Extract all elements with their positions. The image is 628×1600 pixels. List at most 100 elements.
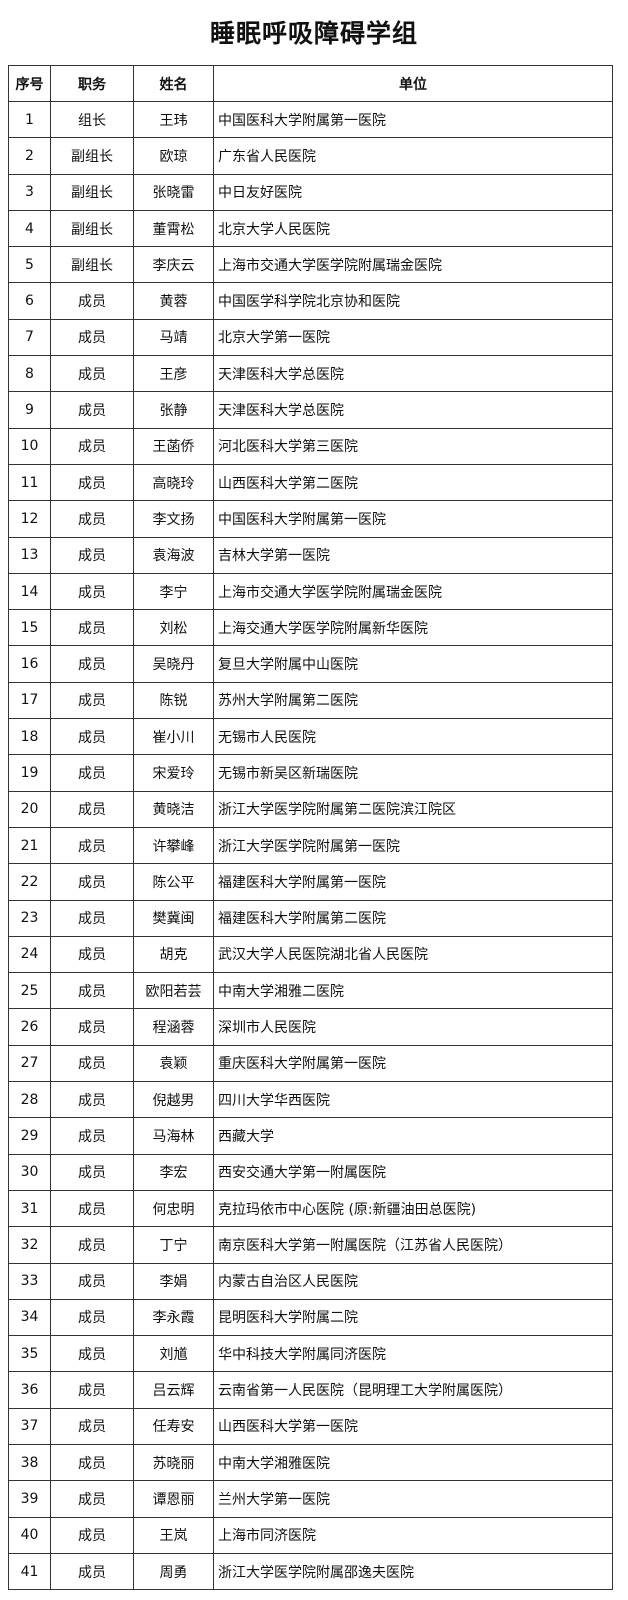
role-cell: 成员 xyxy=(50,1081,134,1119)
org-cell: 上海交通大学医学院附属新华医院 xyxy=(213,609,613,647)
name-cell: 欧阳若芸 xyxy=(133,972,214,1010)
name-cell: 吕云辉 xyxy=(133,1371,214,1409)
name-cell: 倪越男 xyxy=(133,1081,214,1119)
org-cell: 天津医科大学总医院 xyxy=(213,355,613,393)
index-cell: 8 xyxy=(8,355,51,393)
role-cell: 副组长 xyxy=(50,137,134,175)
name-cell: 陈公平 xyxy=(133,863,214,901)
name-cell: 张晓雷 xyxy=(133,173,214,211)
role-cell: 成员 xyxy=(50,645,134,683)
org-cell: 华中科技大学附属同济医院 xyxy=(213,1335,613,1373)
index-cell: 26 xyxy=(8,1008,51,1046)
table-row: 26 成员 程涵蓉 深圳市人民医院 xyxy=(8,1008,613,1046)
role-cell: 成员 xyxy=(50,1153,134,1191)
org-cell: 深圳市人民医院 xyxy=(213,1008,613,1046)
table-row: 7 成员 马靖 北京大学第一医院 xyxy=(8,318,613,357)
table-row: 17 成员 陈锐 苏州大学附属第二医院 xyxy=(8,681,613,720)
org-cell: 北京大学第一医院 xyxy=(213,318,613,357)
role-cell: 成员 xyxy=(50,1335,134,1373)
name-cell: 丁宁 xyxy=(133,1226,214,1264)
index-cell: 37 xyxy=(8,1407,51,1445)
table-row: 20 成员 黄晓洁 浙江大学医学院附属第二医院滨江院区 xyxy=(8,790,613,828)
name-cell: 吴晓丹 xyxy=(133,645,214,683)
member-table: 序号 职务 姓名 单位 1 组长 王玮 中国医科大学附属第一医院 2 副组长 欧琼 广东省人民医院 3… xyxy=(8,65,613,1591)
table-row: 18 成员 崔小川 无锡市人民医院 xyxy=(8,718,613,756)
table-row: 24 成员 胡克 武汉大学人民医院湖北省人民医院 xyxy=(8,935,613,974)
name-cell: 胡克 xyxy=(133,935,214,974)
table-header: 序号 职务 姓名 单位 xyxy=(8,65,613,102)
index-cell: 19 xyxy=(8,754,51,792)
role-cell: 成员 xyxy=(50,1226,134,1264)
org-cell: 浙江大学医学院附属第一医院 xyxy=(213,826,613,865)
role-cell: 副组长 xyxy=(50,209,134,248)
role-cell: 成员 xyxy=(50,1298,134,1337)
role-cell: 成员 xyxy=(50,1117,134,1155)
table-row: 27 成员 袁颖 重庆医科大学附属第一医院 xyxy=(8,1044,613,1083)
index-cell: 32 xyxy=(8,1226,51,1264)
name-cell: 任寿安 xyxy=(133,1407,214,1445)
name-cell: 李宁 xyxy=(133,572,214,611)
role-cell: 成员 xyxy=(50,826,134,865)
org-cell: 克拉玛依市中心医院 (原:新疆油田总医院) xyxy=(213,1189,613,1228)
index-cell: 36 xyxy=(8,1371,51,1409)
role-cell: 成员 xyxy=(50,681,134,720)
index-cell: 15 xyxy=(8,609,51,647)
role-cell: 成员 xyxy=(50,1552,134,1591)
role-cell: 成员 xyxy=(50,1189,134,1228)
index-cell: 10 xyxy=(8,427,51,465)
table-row: 4 副组长 董霄松 北京大学人民医院 xyxy=(8,209,613,248)
org-cell: 中南大学湘雅二医院 xyxy=(213,972,613,1010)
role-cell: 成员 xyxy=(50,1008,134,1046)
index-cell: 3 xyxy=(8,173,51,211)
org-cell: 中南大学湘雅医院 xyxy=(213,1443,613,1482)
table-row: 28 成员 倪越男 四川大学华西医院 xyxy=(8,1081,613,1119)
index-cell: 2 xyxy=(8,137,51,175)
header-row: 序号 职务 姓名 单位 xyxy=(8,65,613,102)
index-cell: 27 xyxy=(8,1044,51,1083)
role-cell: 成员 xyxy=(50,355,134,393)
table-row: 10 成员 王菡侨 河北医科大学第三医院 xyxy=(8,427,613,465)
table-row: 40 成员 王岚 上海市同济医院 xyxy=(8,1516,613,1554)
table-row: 5 副组长 李庆云 上海市交通大学医学院附属瑞金医院 xyxy=(8,246,613,284)
org-cell: 山西医科大学第二医院 xyxy=(213,463,613,502)
index-cell: 29 xyxy=(8,1117,51,1155)
role-cell: 成员 xyxy=(50,935,134,974)
role-cell: 成员 xyxy=(50,863,134,901)
org-cell: 广东省人民医院 xyxy=(213,137,613,175)
table-row: 25 成员 欧阳若芸 中南大学湘雅二医院 xyxy=(8,972,613,1010)
org-cell: 西安交通大学第一附属医院 xyxy=(213,1153,613,1191)
org-cell: 天津医科大学总医院 xyxy=(213,391,613,429)
table-row: 34 成员 李永霞 昆明医科大学附属二院 xyxy=(8,1298,613,1337)
header-cell: 姓名 xyxy=(133,65,214,102)
index-cell: 6 xyxy=(8,282,51,320)
org-cell: 武汉大学人民医院湖北省人民医院 xyxy=(213,935,613,974)
index-cell: 11 xyxy=(8,463,51,502)
org-cell: 北京大学人民医院 xyxy=(213,209,613,248)
index-cell: 33 xyxy=(8,1262,51,1300)
name-cell: 袁海波 xyxy=(133,536,214,574)
name-cell: 刘馗 xyxy=(133,1335,214,1373)
role-cell: 成员 xyxy=(50,1407,134,1445)
index-cell: 14 xyxy=(8,572,51,611)
index-cell: 28 xyxy=(8,1081,51,1119)
index-cell: 18 xyxy=(8,718,51,756)
name-cell: 高晓玲 xyxy=(133,463,214,502)
index-cell: 30 xyxy=(8,1153,51,1191)
index-cell: 21 xyxy=(8,826,51,865)
table-row: 38 成员 苏晓丽 中南大学湘雅医院 xyxy=(8,1443,613,1482)
index-cell: 13 xyxy=(8,536,51,574)
table-row: 19 成员 宋爱玲 无锡市新吴区新瑞医院 xyxy=(8,754,613,792)
table-row: 41 成员 周勇 浙江大学医学院附属邵逸夫医院 xyxy=(8,1552,613,1591)
name-cell: 黄晓洁 xyxy=(133,790,214,828)
index-cell: 23 xyxy=(8,899,51,937)
name-cell: 王岚 xyxy=(133,1516,214,1554)
role-cell: 成员 xyxy=(50,463,134,502)
role-cell: 成员 xyxy=(50,972,134,1010)
name-cell: 樊冀闽 xyxy=(133,899,214,937)
org-cell: 重庆医科大学附属第一医院 xyxy=(213,1044,613,1083)
table-body: 1 组长 王玮 中国医科大学附属第一医院 2 副组长 欧琼 广东省人民医院 3 副组长 张晓雷 中日友… xyxy=(8,100,613,1591)
table-row: 15 成员 刘松 上海交通大学医学院附属新华医院 xyxy=(8,609,613,647)
table-row: 1 组长 王玮 中国医科大学附属第一医院 xyxy=(8,100,613,139)
table-row: 31 成员 何忠明 克拉玛依市中心医院 (原:新疆油田总医院) xyxy=(8,1189,613,1228)
